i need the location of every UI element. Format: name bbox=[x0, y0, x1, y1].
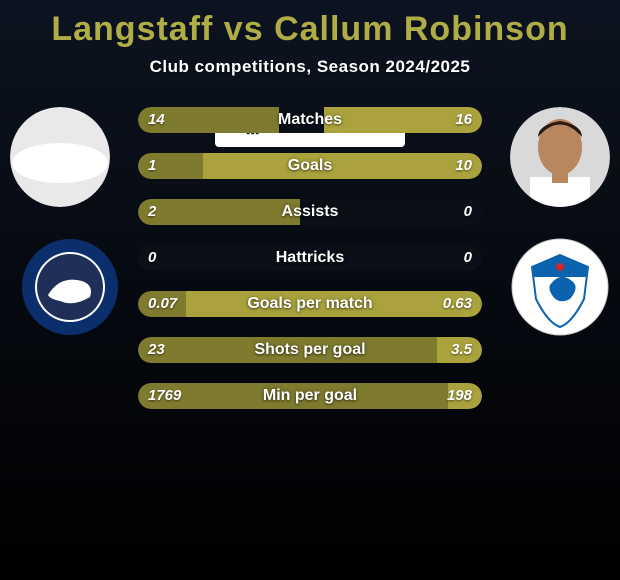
bar-left-fill bbox=[138, 383, 448, 409]
stat-value-right: 0 bbox=[464, 199, 472, 225]
stat-row: Min per goal1769198 bbox=[138, 383, 482, 409]
player-right-photo bbox=[510, 107, 610, 207]
stat-label: Hattricks bbox=[138, 245, 482, 271]
stat-row: Goals per match0.070.63 bbox=[138, 291, 482, 317]
bar-left-fill bbox=[138, 107, 279, 133]
avatar-icon bbox=[510, 107, 610, 207]
club-right-badge bbox=[510, 237, 610, 337]
page-subtitle: Club competitions, Season 2024/2025 bbox=[0, 57, 620, 77]
bar-right-fill bbox=[448, 383, 482, 409]
bar-left-fill bbox=[138, 153, 203, 179]
page-title: Langstaff vs Callum Robinson bbox=[0, 10, 620, 49]
club-left-badge bbox=[20, 237, 120, 337]
bar-right-fill bbox=[186, 291, 482, 317]
bar-left-fill bbox=[138, 337, 437, 363]
avatar-placeholder-icon bbox=[10, 107, 110, 207]
stat-row: Goals110 bbox=[138, 153, 482, 179]
stat-value-left: 0 bbox=[148, 245, 156, 271]
bar-right-fill bbox=[437, 337, 482, 363]
stat-value-right: 0 bbox=[464, 245, 472, 271]
player-left-photo bbox=[10, 107, 110, 207]
bar-right-fill bbox=[203, 153, 482, 179]
stat-row: Shots per goal233.5 bbox=[138, 337, 482, 363]
stat-row: Hattricks0 0 bbox=[138, 245, 482, 271]
club-crest-icon bbox=[20, 237, 120, 337]
bar-left-fill bbox=[138, 199, 300, 225]
bar-left-fill bbox=[138, 291, 186, 317]
bar-right-fill bbox=[324, 107, 482, 133]
stat-bars: Matches1416Goals110Assists20Hattricks00G… bbox=[138, 107, 482, 429]
club-crest-icon bbox=[510, 237, 610, 337]
stat-row: Assists20 bbox=[138, 199, 482, 225]
page-root: Langstaff vs Callum Robinson Club compet… bbox=[0, 0, 620, 580]
stat-row: Matches1416 bbox=[138, 107, 482, 133]
